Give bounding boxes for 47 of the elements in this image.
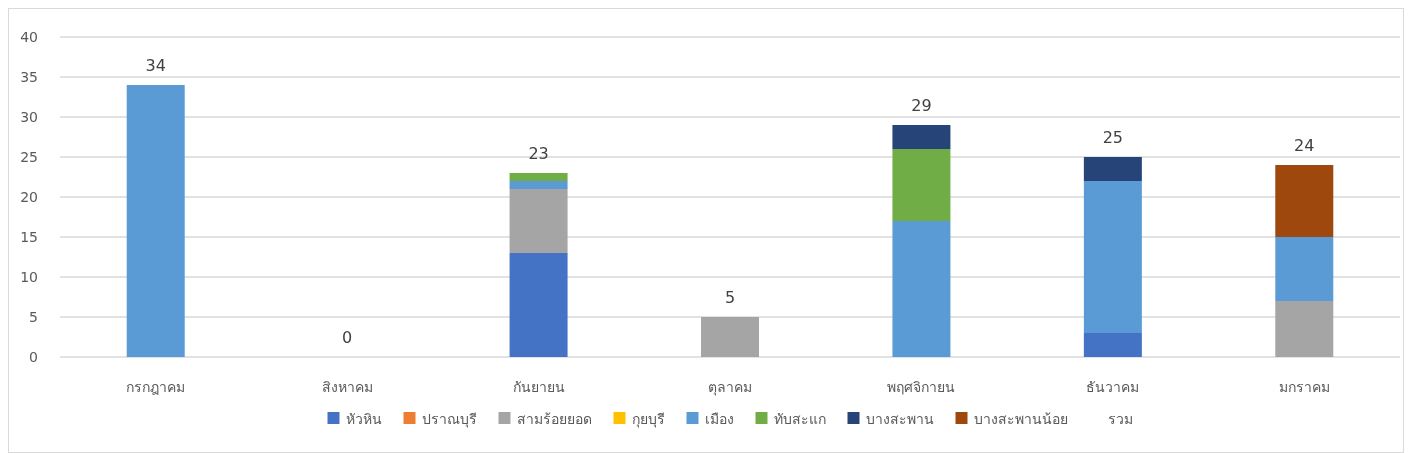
y-tick-label: 40 <box>20 29 38 45</box>
bar <box>1083 333 1142 357</box>
x-tick-label: กันยายน <box>512 379 565 395</box>
bar <box>1275 301 1334 357</box>
x-tick-label: กรกฎาคม <box>126 379 186 395</box>
bar <box>509 189 568 253</box>
legend-label: บางสะพาน <box>865 411 934 427</box>
legend-label: ปราณบุรี <box>421 411 477 428</box>
x-tick-label: ธันวาคม <box>1086 379 1140 395</box>
x-tick-label: มกราคม <box>1278 379 1330 395</box>
bar <box>892 149 951 221</box>
y-tick-label: 5 <box>29 309 38 325</box>
total-label: 5 <box>724 288 736 307</box>
bar <box>892 221 951 357</box>
bar <box>1275 165 1334 237</box>
legend-label: เมือง <box>704 411 734 427</box>
bar <box>509 253 568 357</box>
bar <box>126 85 185 357</box>
total-label: 0 <box>342 328 353 347</box>
total-label: 24 <box>1294 136 1315 155</box>
total-label: 23 <box>528 144 549 163</box>
total-label: 34 <box>145 56 166 75</box>
total-label: 25 <box>1102 128 1124 147</box>
bar <box>509 181 568 189</box>
x-tick-label: ตุลาคม <box>708 379 752 396</box>
y-tick-label: 20 <box>20 189 38 205</box>
bar <box>1083 157 1142 181</box>
y-tick-label: 10 <box>20 269 38 285</box>
legend-label: กุยบุรี <box>631 411 665 428</box>
y-tick-label: 0 <box>29 349 38 365</box>
bar <box>892 125 951 149</box>
bar <box>509 173 568 181</box>
bar <box>701 317 759 357</box>
legend-label: สามร้อยยอด <box>516 411 592 427</box>
y-tick-label: 30 <box>20 109 38 125</box>
bar <box>1275 237 1334 301</box>
y-tick-label: 25 <box>20 149 38 165</box>
text: รวม <box>1107 411 1133 427</box>
x-tick-label: สิงหาคม <box>321 379 373 395</box>
y-tick-label: 35 <box>20 69 38 85</box>
legend-label: ทับสะแก <box>773 411 826 427</box>
legend-label: บางสะพานน้อย <box>973 411 1068 427</box>
total-label: 29 <box>911 96 932 115</box>
x-tick-label: พฤศจิกายน <box>887 379 956 395</box>
y-tick-label: 15 <box>20 229 38 245</box>
legend-label: หัวหิน <box>345 411 382 427</box>
bar <box>1083 181 1142 333</box>
